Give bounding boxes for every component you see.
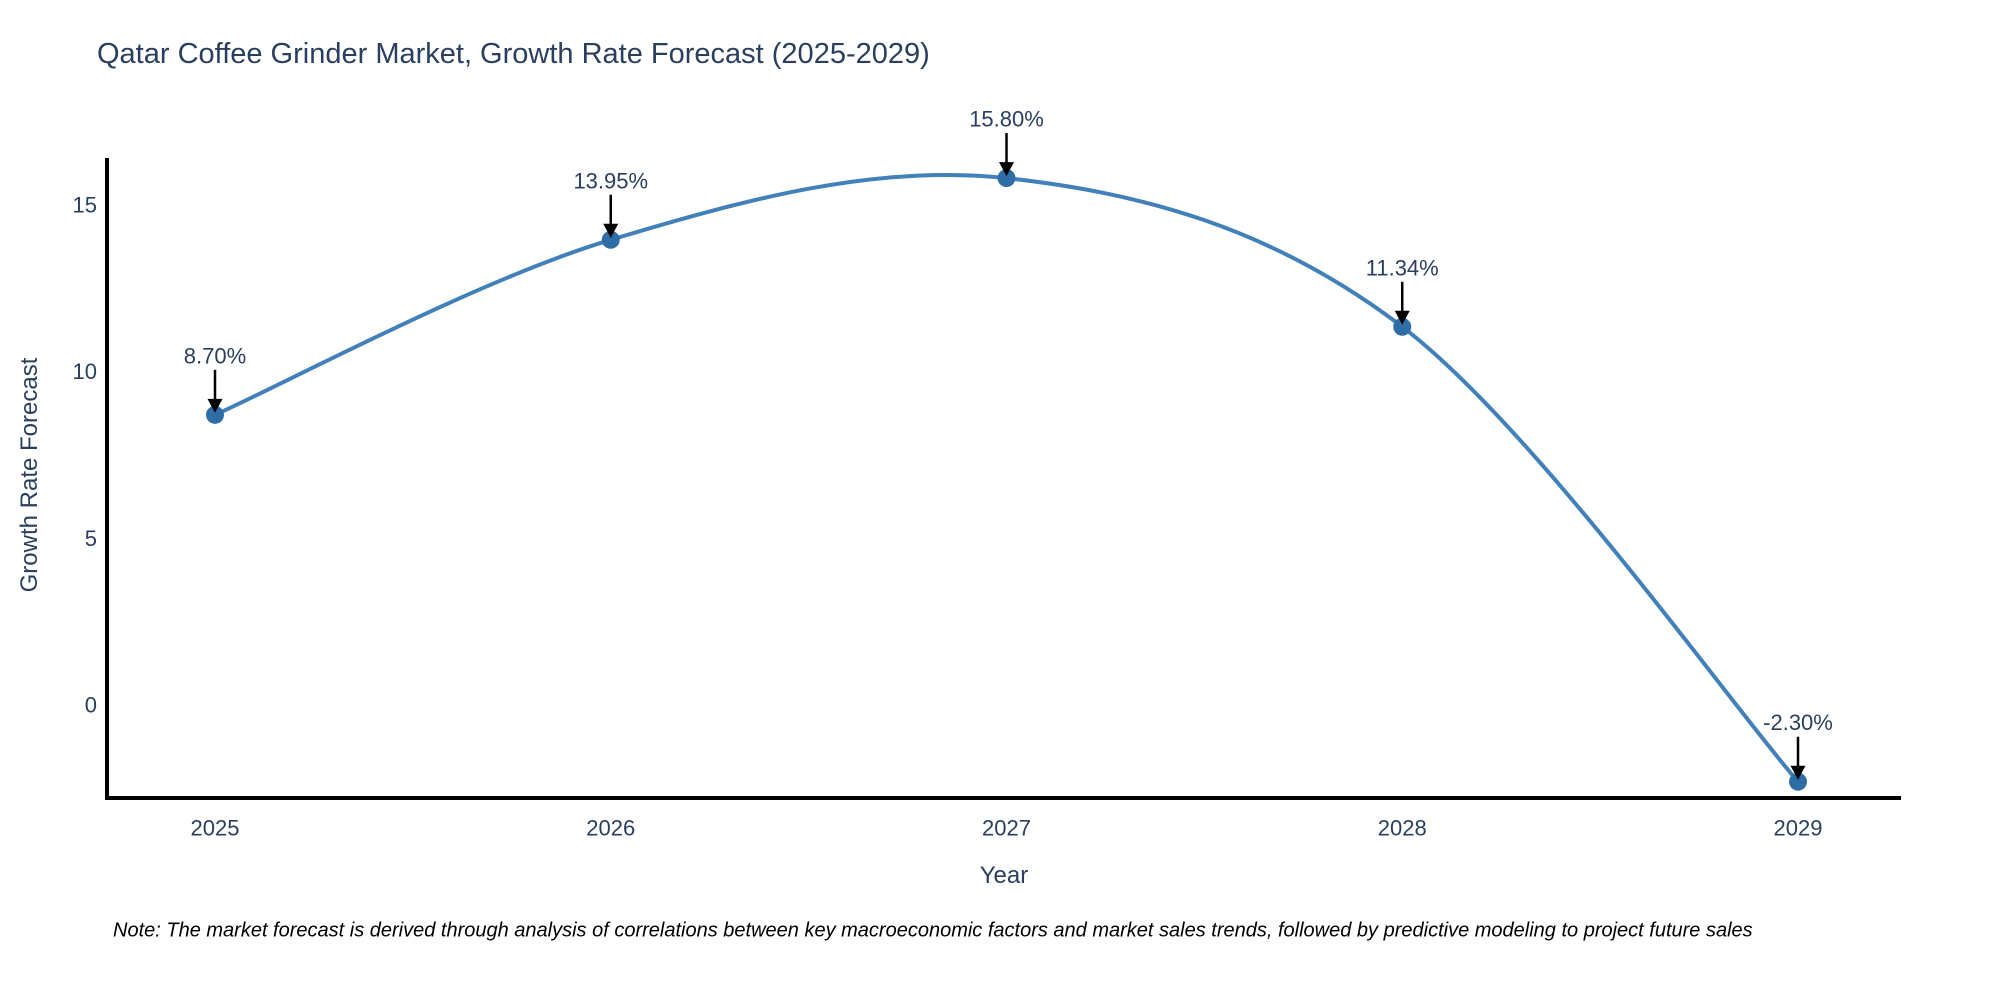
x-tick-label: 2028 [1378,816,1427,841]
annotation-arrowhead-icon [603,223,619,238]
x-axis-title: Year [979,862,1029,889]
y-tick-label: 0 [85,693,97,718]
y-tick-label: 5 [85,526,97,551]
annotation-label: -2.30% [1763,710,1833,735]
annotation-label: 13.95% [573,168,648,193]
annotation-label: 11.34% [1366,255,1439,280]
y-tick-label: 10 [73,359,97,384]
annotation-arrowhead-icon [207,398,223,413]
data-point-2025[interactable] [206,405,224,424]
annotation-label: 8.70% [184,343,246,368]
annotation-arrowhead-icon [1790,765,1806,780]
x-tick-label: 2025 [191,816,240,841]
chart-footnote: Note: The market forecast is derived thr… [113,919,1753,942]
data-point-2026[interactable] [601,230,620,249]
x-tick-label: 2029 [1774,816,1823,841]
x-tick-label: 2026 [586,816,635,841]
y-tick-label: 15 [73,192,97,217]
data-point-2028[interactable] [1393,317,1412,336]
annotation-arrowhead-icon [999,162,1014,177]
chart-title: Qatar Coffee Grinder Market, Growth Rate… [97,38,930,70]
x-tick-label: 2027 [982,816,1031,841]
annotation-label: 15.80% [969,107,1044,132]
trend-line [213,172,1800,784]
data-point-2027[interactable] [997,169,1016,188]
annotation-arrowhead-icon [1394,310,1410,325]
data-point-2029[interactable] [1789,772,1807,791]
